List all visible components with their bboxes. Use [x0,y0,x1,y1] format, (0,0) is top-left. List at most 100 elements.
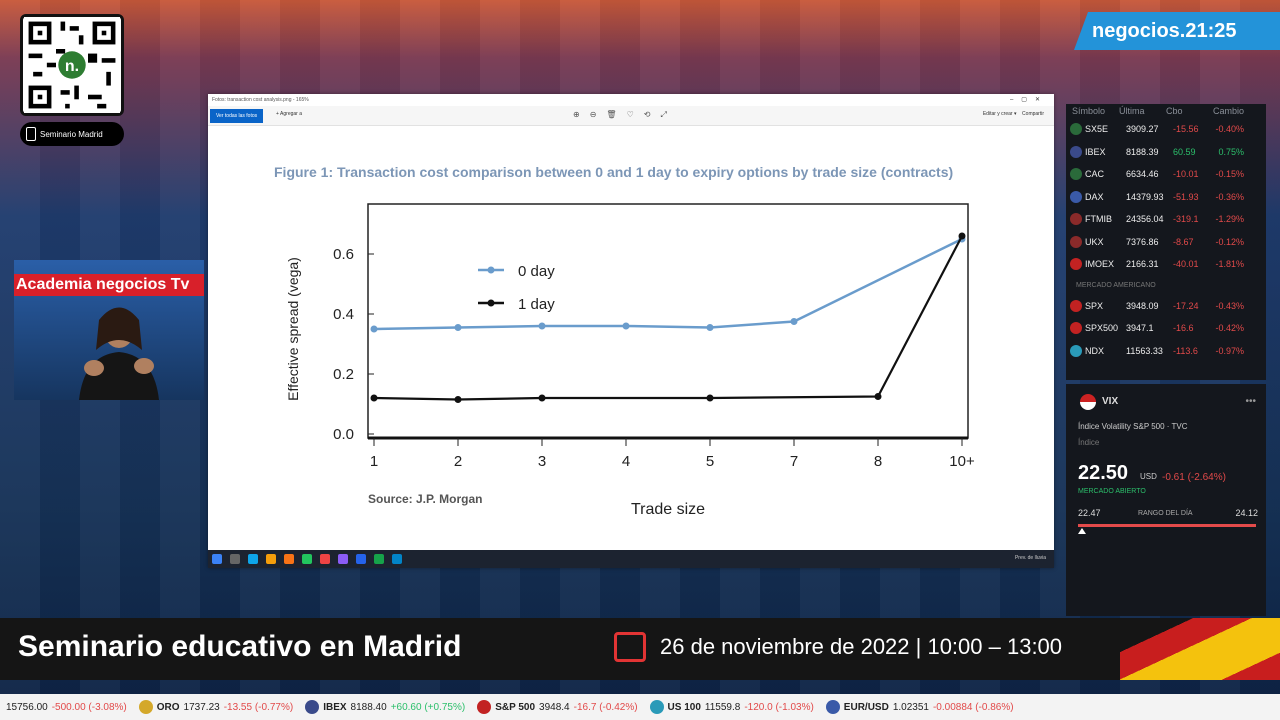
american-rows: SPX 3948.09 -17.24 -0.43% SPX500 3947.1 -16.6 -… [1066,295,1266,363]
european-rows: SX5E 3909.27 -15.56 -0.40% IBEX 8188.39 60.59 0… [1066,118,1266,276]
ticker-change: -500.00 (-3.08%) [51,701,127,713]
row-chg: -10.01 [1173,169,1199,180]
word-icon[interactable] [356,554,366,564]
ticker-icon [305,700,320,714]
legend-label: 1 day [518,296,555,313]
watchlist-row[interactable]: CAC 6634.46 -10.01 -0.15% [1066,163,1266,186]
photos-icon[interactable] [392,554,402,564]
data-point [370,394,378,402]
watchlist-row[interactable]: NDX 11563.33 -113.6 -0.97% [1066,340,1266,363]
watchlist-row[interactable]: UKX 7376.86 -8.67 -0.12% [1066,231,1266,254]
brand-name: negocios. [1092,20,1186,42]
watchlist-row[interactable]: SPX500 3947.1 -16.6 -0.42% [1066,317,1266,340]
vix-subtitle: Índice [1078,438,1100,447]
row-sym: SPX [1085,300,1104,311]
ticker-item[interactable]: US 100 11559.8 -120.0 (-1.03%) [649,700,814,714]
watchlist-row[interactable]: SPX 3948.09 -17.24 -0.43% [1066,295,1266,318]
edit-create-button[interactable]: Editar y crear [982,111,1013,117]
qr-code: n. [20,14,124,116]
watchlist-row[interactable]: FTMIB 24356.04 -319.1 -1.29% [1066,208,1266,231]
row-last: 7376.86 [1126,236,1159,247]
start-icon[interactable] [212,554,222,564]
taskbar-icons [212,554,402,564]
y-tick-label: 0.6 [333,246,354,263]
row-pct: -0.42% [1215,323,1244,334]
row-last: 3909.27 [1126,124,1159,135]
data-point [706,394,714,402]
watchlist-row[interactable]: IMOEX 2166.31 -40.01 -1.81% [1066,253,1266,276]
ticker-item[interactable]: S&P 500 3948.4 -16.7 (-0.42%) [477,700,638,714]
excel-icon[interactable] [374,554,384,564]
chrome-icon[interactable] [302,554,312,564]
seminar-madrid-tag: Seminario Madrid [20,122,124,146]
series-line-1 [373,235,963,401]
edge-icon[interactable] [248,554,258,564]
ticker-item[interactable]: IBEX 8188.40 +60.60 (+0.75%) [305,700,465,714]
vix-description: Índice Volatility S&P 500 · TVC [1078,422,1188,431]
row-pct: -0.12% [1215,236,1244,247]
ticker-change: +60.60 (+0.75%) [390,701,466,713]
legend-marker [487,299,495,307]
view-all-photos-button[interactable]: Ver todas las fotos [210,109,264,123]
ticker-item[interactable]: 15756.00 -500.00 (-3.08%) [6,702,127,713]
row-sym: UKX [1085,236,1104,247]
col-last: Última [1119,106,1145,116]
ticker-item[interactable]: EUR/USD 1.02351 -0.00884 (-0.86%) [825,700,1014,714]
y-tick-label: 0.0 [333,426,354,443]
app-icon[interactable] [320,554,330,564]
row-sym: SX5E [1085,124,1109,135]
legend-marker [487,266,495,274]
x-tick-label: 8 [874,453,882,470]
more-options-icon[interactable]: ••• [1245,396,1256,407]
market-status: MERCADO ABIERTO [1078,488,1146,495]
watchlist-row[interactable]: DAX 14379.93 -51.93 -0.36% [1066,186,1266,209]
brand-clock: 21:25 [1185,20,1237,42]
watchlist-row[interactable]: SX5E 3909.27 -15.56 -0.40% [1066,118,1266,141]
window-title: Fotos: transaction cost analysis.png - 1… [212,97,309,103]
search-icon[interactable] [230,554,240,564]
toolbar-right: Editar y crear ▾ Compartir [982,111,1044,117]
data-point [454,324,462,331]
folder-icon[interactable] [266,554,276,564]
col-symbol: Símbolo [1072,106,1106,116]
window-controls[interactable]: –▢✕ [1009,97,1048,103]
row-last: 24356.04 [1126,214,1164,225]
range-bar [1078,524,1256,527]
data-point [538,394,546,402]
add-to-label: Agregar a [280,111,303,117]
ticker-value: 11559.8 [704,701,741,713]
calendar-icon [614,632,646,662]
index-icon [1070,299,1082,312]
banner-title: Seminario educativo en Madrid [18,630,462,663]
index-icon [1070,168,1082,181]
ticker-item[interactable]: ORO 1737.23 -13.55 (-0.77%) [138,700,294,714]
row-sym: FTMIB [1085,214,1112,225]
photo-viewer-window: Fotos: transaction cost analysis.png - 1… [208,94,1054,568]
vix-currency: USD [1140,472,1157,481]
add-to-button[interactable]: + Agregar a [276,111,303,117]
y-tick-label: 0.2 [333,366,354,383]
taskbar-tray: Prev. de lluvia [1014,555,1046,561]
market-watchlist: Símbolo Última Cbo Cambio SX5E 3909.27 -15… [1066,104,1266,380]
share-button[interactable]: Compartir [1022,111,1044,117]
image-canvas: Figure 1: Transaction cost comparison be… [208,126,1054,550]
series-line-0 [373,237,963,331]
x-tick-label: 3 [538,453,546,470]
ticker-change: -13.55 (-0.77%) [223,701,294,713]
watchlist-row[interactable]: IBEX 8188.39 60.59 0.75% [1066,141,1266,164]
col-change-pct: Cambio [1213,106,1245,116]
ticker-icon [138,700,153,714]
row-pct: -0.36% [1215,191,1244,202]
x-tick-label: 5 [706,453,714,470]
app-icon[interactable] [338,554,348,564]
zoom-tools-icons[interactable]: ⊕⊖🗑♡⟲⤢ [573,110,677,119]
row-pct: -0.97% [1215,345,1244,356]
data-point [790,318,798,325]
ticker-icon [477,700,492,714]
row-sym: NDX [1085,345,1105,356]
firefox-icon[interactable] [284,554,294,564]
ticker-change: -120.0 (-1.03%) [744,701,814,713]
ticker-name: ORO [156,701,180,713]
vix-price: 22.50 [1078,462,1129,484]
row-sym: IBEX [1085,146,1106,157]
